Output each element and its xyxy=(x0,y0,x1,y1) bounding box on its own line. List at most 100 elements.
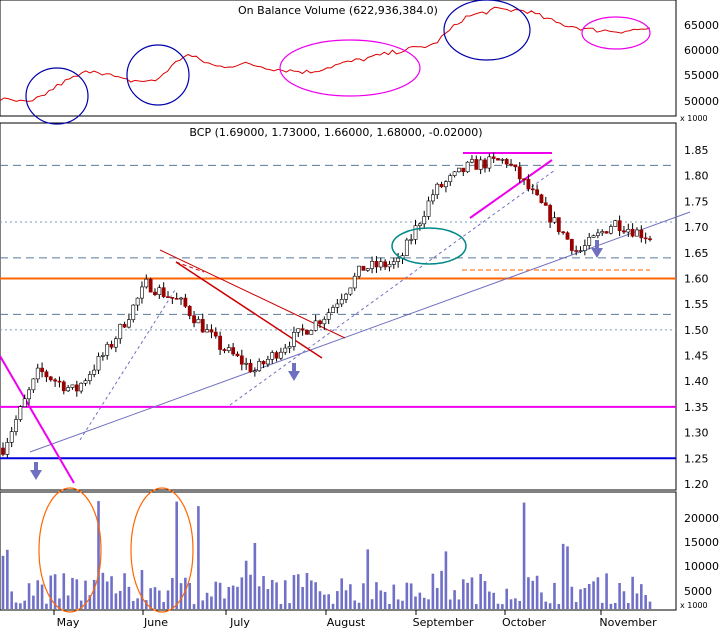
volume-bar xyxy=(205,592,209,609)
volume-bar xyxy=(71,577,74,609)
volume-bar xyxy=(310,580,313,609)
candle-body xyxy=(313,320,318,331)
volume-bar xyxy=(514,598,517,609)
candle-body xyxy=(465,161,470,173)
candle-body xyxy=(530,188,535,191)
volume-bar xyxy=(188,582,192,609)
month-separators xyxy=(53,610,602,615)
volume-bar xyxy=(84,580,87,609)
volume-bar xyxy=(557,603,561,609)
candle-body xyxy=(252,370,257,373)
obv-circle-2 xyxy=(126,44,190,106)
candle-body xyxy=(604,231,609,234)
volume-bar xyxy=(92,579,96,609)
volume-y-ticks: 20000 15000 10000 5000 xyxy=(684,512,719,598)
candle-body xyxy=(40,367,44,373)
volume-bar xyxy=(249,574,252,609)
volume-bar xyxy=(609,603,613,609)
volume-bar xyxy=(179,583,183,609)
candle-body xyxy=(344,293,348,300)
price-tick-label: 1.45 xyxy=(684,350,709,363)
volume-bar xyxy=(570,586,574,609)
volume-bar xyxy=(544,601,548,609)
price-tick-label: 1.60 xyxy=(684,272,709,285)
candle-body xyxy=(474,159,479,170)
volume-bar xyxy=(470,577,474,609)
candle-body xyxy=(357,265,361,277)
candle-body xyxy=(335,303,340,308)
candle-body xyxy=(639,229,644,239)
candle-body xyxy=(5,442,10,455)
price-tick-label: 1.75 xyxy=(684,195,709,208)
candle-body xyxy=(535,189,540,196)
candle-body xyxy=(396,257,401,262)
volume-bar xyxy=(479,574,482,609)
up-arrow-icon xyxy=(591,240,603,258)
candle-body xyxy=(122,323,127,328)
candle-body xyxy=(261,360,266,365)
candle-body xyxy=(135,297,140,306)
volume-bar xyxy=(14,602,18,609)
candle-body xyxy=(370,261,374,269)
price-tick-label: 1.30 xyxy=(684,427,709,440)
price-trendlines xyxy=(0,152,691,484)
candle-body xyxy=(409,239,414,241)
volume-bar xyxy=(305,572,309,609)
volume-bar xyxy=(314,582,317,609)
candle-body xyxy=(322,318,327,325)
volume-bar xyxy=(631,576,634,609)
volume-bar xyxy=(32,595,35,609)
candle-body xyxy=(248,362,253,373)
volume-bar xyxy=(618,583,621,609)
volume-bar xyxy=(501,604,504,609)
downtrend-channel-bottom xyxy=(175,261,323,359)
volume-bar xyxy=(253,542,257,609)
up-arrow-icon xyxy=(30,462,42,480)
candle-body xyxy=(279,351,283,359)
candle-body xyxy=(413,225,418,240)
candle-body xyxy=(144,278,149,288)
volume-bars xyxy=(1,501,652,609)
candle-body xyxy=(613,220,618,227)
volume-bar xyxy=(40,584,44,609)
candle-body xyxy=(548,205,553,223)
volume-tick-label: 10000 xyxy=(684,560,719,573)
candle-body xyxy=(444,181,448,188)
candle-body xyxy=(504,159,509,165)
volume-bar xyxy=(240,577,244,609)
candle-body xyxy=(74,384,79,392)
volume-bar xyxy=(448,599,452,609)
candle-body xyxy=(179,297,183,300)
candle-body xyxy=(257,360,262,372)
volume-bar xyxy=(175,501,178,609)
month-label: July xyxy=(229,616,250,629)
candle-body xyxy=(53,379,58,382)
candle-body xyxy=(222,349,227,352)
candle-body xyxy=(500,159,505,161)
candle-body xyxy=(561,231,566,234)
volume-bar xyxy=(357,602,361,609)
obv-oval-3 xyxy=(279,39,421,97)
volume-bar xyxy=(131,600,135,609)
volume-bar xyxy=(475,604,478,609)
volume-bar xyxy=(166,590,170,609)
candle-body xyxy=(591,235,596,238)
candle-body xyxy=(622,230,626,233)
candle-body xyxy=(539,194,544,204)
volume-tick-label: 5000 xyxy=(684,585,712,598)
volume-bar xyxy=(401,600,404,609)
volume-bar xyxy=(587,584,591,609)
month-label: October xyxy=(502,616,546,629)
volume-bar xyxy=(223,598,226,609)
volume-bar xyxy=(1,555,5,609)
volume-bar xyxy=(192,604,196,609)
volume-bar xyxy=(409,583,413,609)
volume-bar xyxy=(327,594,330,609)
volume-bar xyxy=(318,591,322,609)
volume-bar xyxy=(370,599,374,609)
volume-bar xyxy=(444,551,448,609)
candle-body xyxy=(582,245,587,251)
candle-body xyxy=(509,163,513,166)
chart-annotations xyxy=(25,0,651,613)
